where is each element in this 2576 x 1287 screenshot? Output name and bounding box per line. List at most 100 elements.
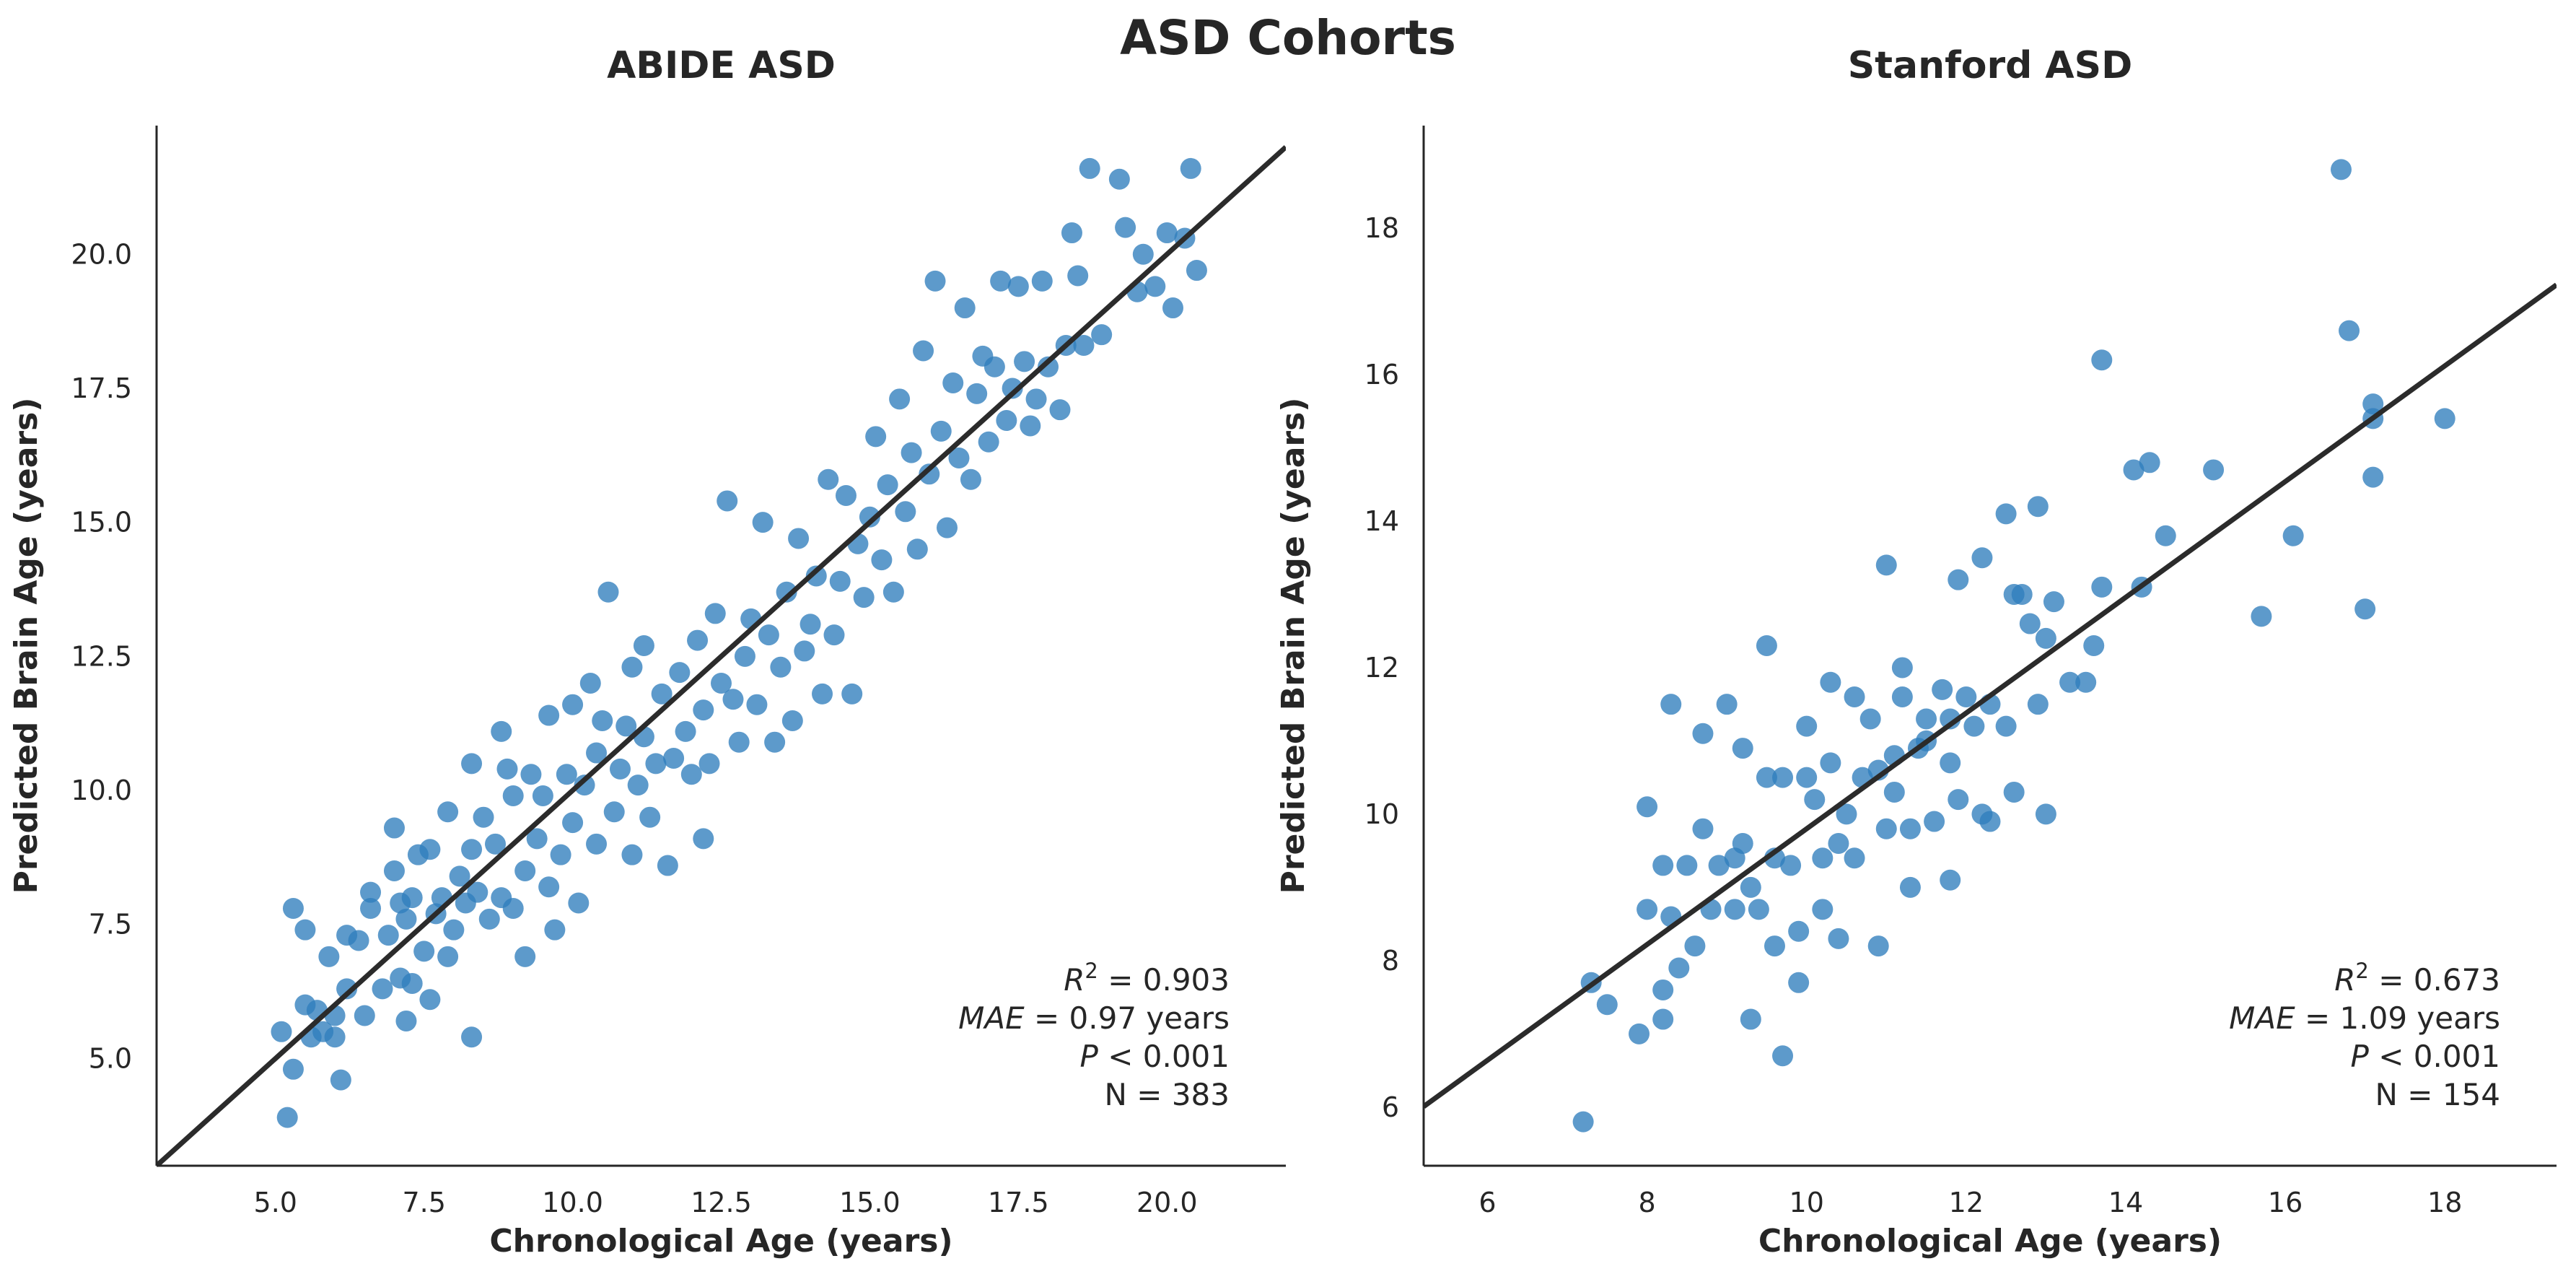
scatter-point	[1955, 686, 1977, 708]
scatter-point	[562, 812, 584, 834]
scatter-point	[538, 876, 560, 898]
scatter-point	[657, 855, 678, 876]
scatter-point	[1660, 694, 1682, 715]
scatter-point	[717, 490, 738, 512]
scatter-point	[1820, 671, 1841, 693]
scatter-point	[348, 930, 369, 951]
scatter-point	[1995, 503, 2017, 525]
scatter-point	[913, 340, 934, 362]
scatter-point	[1732, 738, 1753, 759]
scatter-point	[550, 844, 571, 865]
stat-r2: R2 = 0.673	[2334, 959, 2500, 998]
scatter-point	[443, 919, 465, 941]
scatter-point	[1156, 222, 1178, 244]
scatter-point	[1963, 715, 1985, 737]
scatter-point	[609, 758, 631, 780]
scatter-point	[1732, 832, 1753, 854]
scatter-point	[1186, 260, 1207, 282]
y-tick-label: 10.0	[71, 775, 132, 806]
scatter-point	[633, 635, 654, 656]
scatter-point	[318, 946, 340, 967]
scatter-point	[502, 897, 524, 919]
y-tick-label: 7.5	[89, 909, 132, 941]
scatter-point	[1748, 899, 1769, 920]
scatter-point	[1924, 811, 1945, 832]
scatter-point	[401, 972, 423, 994]
scatter-point	[395, 908, 417, 930]
y-tick-label: 10	[1364, 798, 1399, 830]
scatter-point	[829, 570, 851, 592]
scatter-point	[2035, 803, 2056, 825]
chart-panel-1: Stanford ASD 6 8 10 12 14 16 18 6 8 10 12 14 16 18 Chro…	[1275, 44, 2557, 1260]
scatter-point	[461, 753, 483, 775]
scatter-point	[592, 710, 613, 731]
scatter-point	[621, 656, 643, 678]
scatter-point	[812, 683, 833, 704]
scatter-point	[1756, 635, 1777, 656]
scatter-point	[2362, 466, 2384, 488]
scatter-point	[1859, 708, 1881, 730]
x-tick-label: 10	[1789, 1187, 1824, 1218]
scatter-point	[1652, 855, 1674, 876]
scatter-point	[360, 881, 382, 903]
scatter-point	[1014, 351, 1035, 372]
scatter-point	[282, 1058, 304, 1080]
scatter-point	[2155, 525, 2176, 546]
scatter-point	[2043, 591, 2064, 613]
scatter-point	[478, 908, 500, 930]
scatter-point	[1020, 415, 1041, 437]
scatter-point	[1788, 920, 1810, 942]
scatter-point	[919, 463, 940, 485]
scatter-point	[1891, 657, 1913, 679]
scatter-point	[491, 720, 512, 742]
scatter-point	[764, 731, 786, 753]
x-axis-label: Chronological Age (years)	[489, 1223, 952, 1260]
scatter-point	[2354, 598, 2376, 620]
scatter-point	[461, 839, 483, 860]
scatter-point	[2123, 459, 2145, 481]
scatter-point	[496, 758, 518, 780]
scatter-point	[1025, 388, 1047, 410]
scatter-point	[770, 656, 792, 678]
x-tick-label: 12	[1949, 1187, 1984, 1218]
scatter-point	[1796, 715, 1818, 737]
scatter-point	[1940, 869, 1961, 891]
stat-n: N = 154	[2375, 1077, 2500, 1112]
scatter-point	[983, 356, 1005, 378]
scatter-point	[1740, 1008, 1761, 1030]
scatter-point	[294, 919, 316, 941]
scatter-point	[675, 720, 696, 742]
y-tick-label: 5.0	[89, 1042, 132, 1074]
scatter-point	[1162, 297, 1183, 319]
scatter-point	[1932, 679, 1953, 700]
scatter-point	[835, 485, 857, 507]
scatter-point	[1899, 876, 1921, 898]
scatter-point	[942, 372, 964, 394]
x-tick-label: 18	[2427, 1187, 2462, 1218]
scatter-point	[282, 897, 304, 919]
scatter-point	[401, 887, 423, 909]
scatter-point	[924, 270, 946, 292]
scatter-point	[788, 528, 810, 549]
scatter-point	[1812, 899, 1834, 920]
scatter-point	[651, 683, 673, 704]
x-tick-label: 5.0	[254, 1187, 297, 1218]
y-tick-label: 17.5	[71, 372, 132, 404]
scatter-point	[776, 581, 797, 603]
scatter-point	[467, 881, 489, 903]
scatter-point	[586, 742, 608, 764]
x-tick-label: 6	[1478, 1187, 1496, 1218]
x-tick-label: 16	[2268, 1187, 2303, 1218]
scatter-point	[1772, 1045, 1794, 1067]
scatter-point	[1740, 876, 1761, 898]
scatter-point	[1844, 686, 1865, 708]
scatter-point	[758, 624, 779, 646]
panel-title: Stanford ASD	[1848, 44, 2133, 87]
scatter-point	[532, 785, 553, 806]
scatter-point	[2027, 694, 2049, 715]
scatter-point	[882, 581, 904, 603]
scatter-point	[2027, 496, 2049, 518]
scatter-point	[818, 468, 839, 490]
scatter-point	[2251, 606, 2272, 627]
scatter-point	[823, 624, 845, 646]
